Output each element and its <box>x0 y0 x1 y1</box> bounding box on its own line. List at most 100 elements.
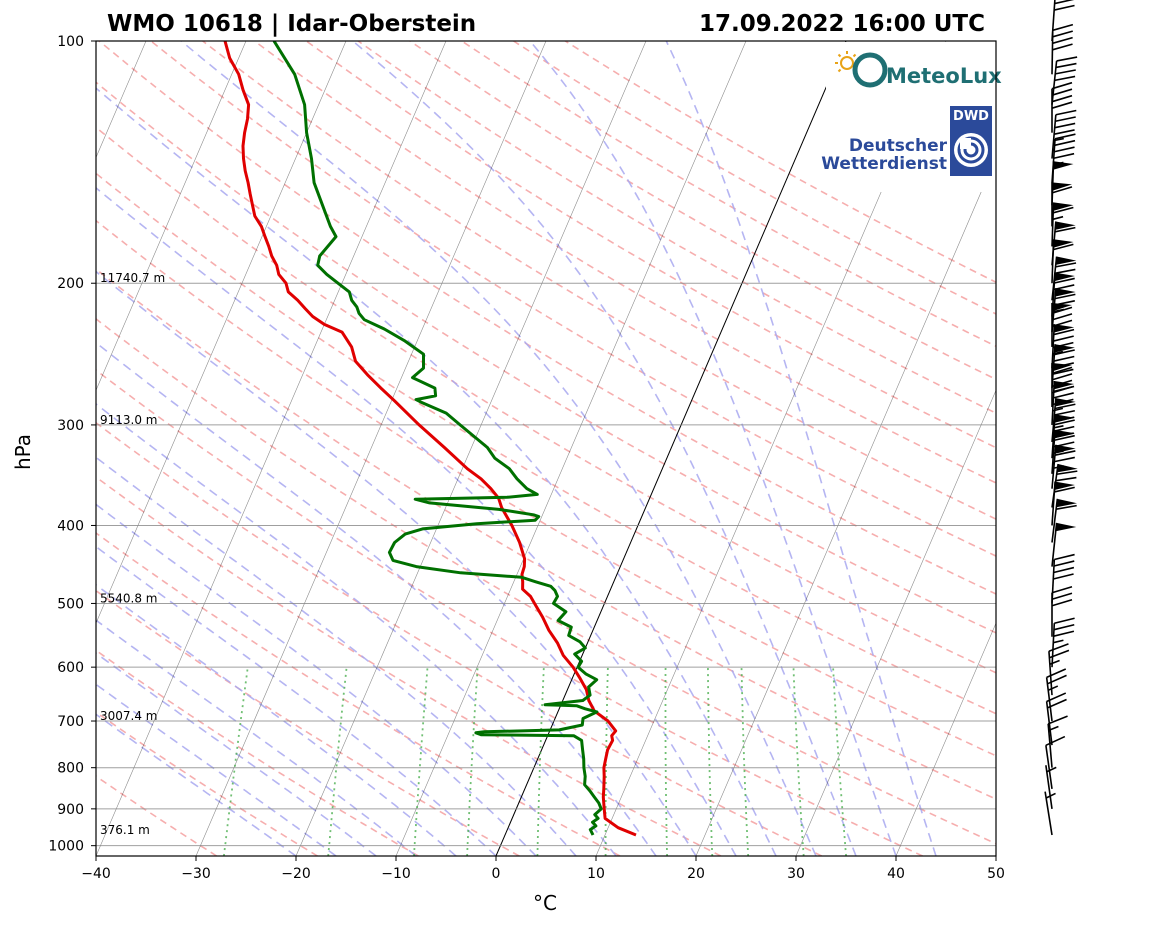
dry-adiabat <box>96 476 722 856</box>
barb-shaft <box>1051 623 1056 668</box>
moist-adiabat <box>96 683 337 856</box>
y-tick-label: 400 <box>57 518 84 534</box>
barb-flag <box>1054 409 1075 416</box>
y-tick-label: 700 <box>57 714 84 730</box>
barb-flag <box>1055 504 1077 510</box>
dry-adiabat <box>96 172 996 715</box>
mixing-ratio-line <box>740 667 750 856</box>
barb-flag <box>1054 293 1076 300</box>
x-axis: −40 −30 −20 −10 0 10 20 30 40 50 <box>81 856 1005 882</box>
moist-adiabat <box>96 402 617 856</box>
barb-flag <box>1055 116 1076 123</box>
barb-flag <box>1051 186 1073 194</box>
barb-flag <box>1053 4 1075 11</box>
mixing-ratio-line <box>832 667 847 856</box>
wind-barb <box>1051 81 1073 133</box>
moist-adiabat <box>96 87 777 856</box>
barb-half-flag <box>1052 350 1064 355</box>
barb-flag <box>1054 553 1075 561</box>
barb-half-flag <box>1053 425 1064 429</box>
dry-adiabat <box>357 41 996 415</box>
moist-adiabat <box>96 545 497 856</box>
barb-flag <box>1053 146 1075 153</box>
barb-flag <box>1053 425 1075 432</box>
height-label: 376.1 m <box>100 823 150 837</box>
barb-pennant <box>1056 498 1077 508</box>
barb-flag <box>1053 573 1074 580</box>
barb-flag <box>1054 139 1076 147</box>
meteolux-ring-icon <box>852 52 888 88</box>
dry-adiabat <box>96 268 996 800</box>
meteolux-wordmark: MeteoLux <box>886 64 1002 88</box>
barb-flag <box>1053 392 1074 399</box>
barb-flag <box>1053 335 1074 342</box>
barb-flag <box>1054 300 1075 306</box>
barb-flag <box>1052 43 1073 51</box>
dry-adiabat <box>202 41 996 520</box>
barb-flag <box>1054 0 1075 5</box>
y-tick-label: 900 <box>57 802 84 818</box>
barb-flag <box>1055 62 1077 69</box>
dwd-logo: DWD Deutscher Wetterdienst <box>821 106 992 176</box>
barb-half-flag <box>1052 407 1064 412</box>
barb-pennant <box>1055 398 1076 407</box>
barb-flag <box>1047 715 1068 725</box>
barb-flag <box>1051 585 1073 594</box>
barb-half-flag <box>1053 137 1064 142</box>
barb-flag <box>1053 432 1074 439</box>
wind-barb <box>1051 398 1076 443</box>
x-tick-label: 50 <box>987 866 1005 882</box>
height-labels: 11740.7 m 9113.0 m 5540.8 m 3007.4 m 376.1 m <box>100 271 165 837</box>
barb-shaft <box>1051 380 1056 425</box>
moist-adiabat <box>96 186 737 856</box>
chart-title: WMO 10618 | Idar-Oberstein <box>107 11 476 37</box>
wind-barb <box>1051 109 1077 159</box>
wind-barb <box>1051 133 1076 183</box>
barb-flag <box>1053 284 1075 291</box>
isotherm <box>96 41 247 392</box>
y-tick-label: 800 <box>57 761 84 777</box>
barb-half-flag <box>1053 639 1064 644</box>
barb-flag <box>1054 434 1075 442</box>
dry-adiabat <box>96 317 996 845</box>
mixing-ratio-line <box>707 667 714 856</box>
barb-half-flag <box>1053 450 1064 454</box>
barb-flag <box>1051 598 1073 607</box>
barb-flag <box>1053 152 1075 160</box>
dwd-line1: Deutscher <box>849 136 948 156</box>
wind-barb <box>1045 735 1066 789</box>
barb-shaft <box>1051 114 1057 159</box>
moist-adiabat <box>96 583 457 856</box>
sounding-profiles <box>223 41 637 837</box>
barb-pennant <box>1053 202 1074 211</box>
barb-pennant <box>1055 288 1076 297</box>
barb-shaft <box>1051 324 1056 369</box>
dry-adiabat <box>96 649 419 856</box>
barb-flag <box>1051 94 1073 103</box>
barb-half-flag <box>1047 685 1059 691</box>
barb-flag <box>1052 341 1074 349</box>
barb-flag <box>1053 560 1075 567</box>
barb-flag <box>1053 441 1075 448</box>
x-tick-label: 30 <box>787 866 805 882</box>
barb-pennant <box>1053 324 1075 333</box>
barb-flag <box>1051 88 1073 96</box>
wind-barb <box>1051 23 1074 75</box>
barb-flag <box>1054 133 1076 140</box>
mixing-ratio-line <box>664 667 668 856</box>
barb-flag <box>1053 355 1075 362</box>
barb-flag <box>1052 36 1073 45</box>
isotherm <box>395 41 747 856</box>
height-label: 5540.8 m <box>100 591 158 605</box>
barb-flag <box>1051 386 1073 394</box>
barb-pennant <box>1054 481 1075 490</box>
barb-flag <box>1045 735 1066 747</box>
y-tick-label: 1000 <box>48 839 84 855</box>
wind-barb <box>1051 56 1078 105</box>
plot-frame <box>95 40 997 857</box>
y-tick-label: 500 <box>57 596 84 612</box>
isotherm <box>96 41 447 856</box>
barb-flag <box>1051 379 1073 388</box>
barb-flag <box>1052 30 1073 38</box>
x-tick-label: −30 <box>181 866 211 882</box>
